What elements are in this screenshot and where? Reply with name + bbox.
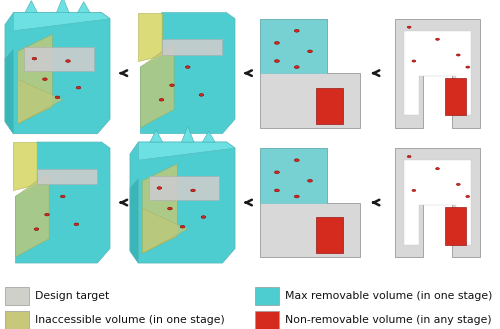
Text: Non-removable volume (in any stage): Non-removable volume (in any stage) [285, 316, 492, 325]
FancyBboxPatch shape [255, 287, 279, 305]
Circle shape [412, 190, 416, 191]
Polygon shape [56, 0, 69, 13]
Circle shape [294, 159, 299, 162]
Polygon shape [395, 148, 480, 257]
Polygon shape [25, 1, 38, 13]
Circle shape [66, 60, 70, 62]
Polygon shape [260, 19, 326, 73]
Circle shape [412, 60, 416, 62]
Circle shape [44, 213, 50, 216]
Polygon shape [142, 164, 178, 253]
Circle shape [55, 96, 60, 99]
Circle shape [274, 60, 280, 63]
Circle shape [76, 86, 81, 89]
Polygon shape [78, 2, 90, 13]
Circle shape [201, 216, 206, 218]
Polygon shape [24, 46, 94, 71]
Circle shape [436, 167, 440, 170]
Polygon shape [36, 169, 98, 184]
Polygon shape [260, 148, 326, 203]
Polygon shape [150, 130, 162, 142]
Polygon shape [445, 207, 466, 245]
Circle shape [180, 225, 185, 228]
Polygon shape [316, 217, 343, 253]
Circle shape [456, 54, 460, 56]
Circle shape [294, 195, 299, 198]
Polygon shape [260, 19, 360, 128]
Polygon shape [404, 160, 470, 245]
Polygon shape [5, 49, 14, 134]
Circle shape [436, 38, 440, 40]
Polygon shape [445, 78, 466, 115]
Polygon shape [18, 35, 52, 124]
Circle shape [186, 66, 190, 68]
Circle shape [308, 50, 312, 53]
Circle shape [274, 41, 280, 44]
Text: Inaccessible volume (in one stage): Inaccessible volume (in one stage) [35, 316, 225, 325]
Text: Design target: Design target [35, 291, 109, 301]
Text: Max removable volume (in one stage): Max removable volume (in one stage) [285, 291, 492, 301]
Circle shape [34, 228, 39, 230]
Circle shape [408, 156, 411, 158]
Polygon shape [16, 142, 110, 263]
Circle shape [274, 171, 280, 174]
Circle shape [294, 29, 299, 32]
Circle shape [159, 98, 164, 101]
FancyBboxPatch shape [5, 311, 29, 329]
Circle shape [74, 223, 78, 226]
Polygon shape [140, 13, 235, 134]
Polygon shape [16, 172, 49, 257]
Polygon shape [140, 43, 174, 128]
Polygon shape [18, 79, 63, 124]
Polygon shape [404, 31, 470, 115]
Polygon shape [14, 13, 110, 31]
Polygon shape [162, 39, 222, 55]
FancyBboxPatch shape [255, 311, 279, 329]
Circle shape [456, 183, 460, 186]
Polygon shape [316, 88, 343, 124]
Circle shape [408, 26, 411, 28]
Polygon shape [395, 19, 480, 128]
Circle shape [32, 57, 36, 60]
Circle shape [170, 84, 174, 87]
Circle shape [168, 207, 172, 210]
Polygon shape [138, 13, 162, 61]
Polygon shape [138, 142, 235, 160]
Polygon shape [14, 142, 36, 190]
FancyBboxPatch shape [5, 287, 29, 305]
Circle shape [308, 179, 312, 182]
Polygon shape [182, 126, 194, 142]
Circle shape [466, 195, 469, 197]
Circle shape [60, 195, 65, 198]
Circle shape [157, 187, 162, 189]
Circle shape [466, 66, 469, 68]
Circle shape [199, 94, 203, 96]
Polygon shape [5, 13, 110, 134]
Polygon shape [130, 178, 138, 263]
Polygon shape [260, 148, 360, 257]
Polygon shape [130, 142, 235, 263]
Polygon shape [149, 176, 219, 200]
Circle shape [294, 66, 299, 68]
Circle shape [42, 78, 47, 81]
Polygon shape [202, 131, 215, 142]
Circle shape [190, 189, 196, 192]
Polygon shape [142, 209, 188, 253]
Circle shape [274, 189, 280, 192]
